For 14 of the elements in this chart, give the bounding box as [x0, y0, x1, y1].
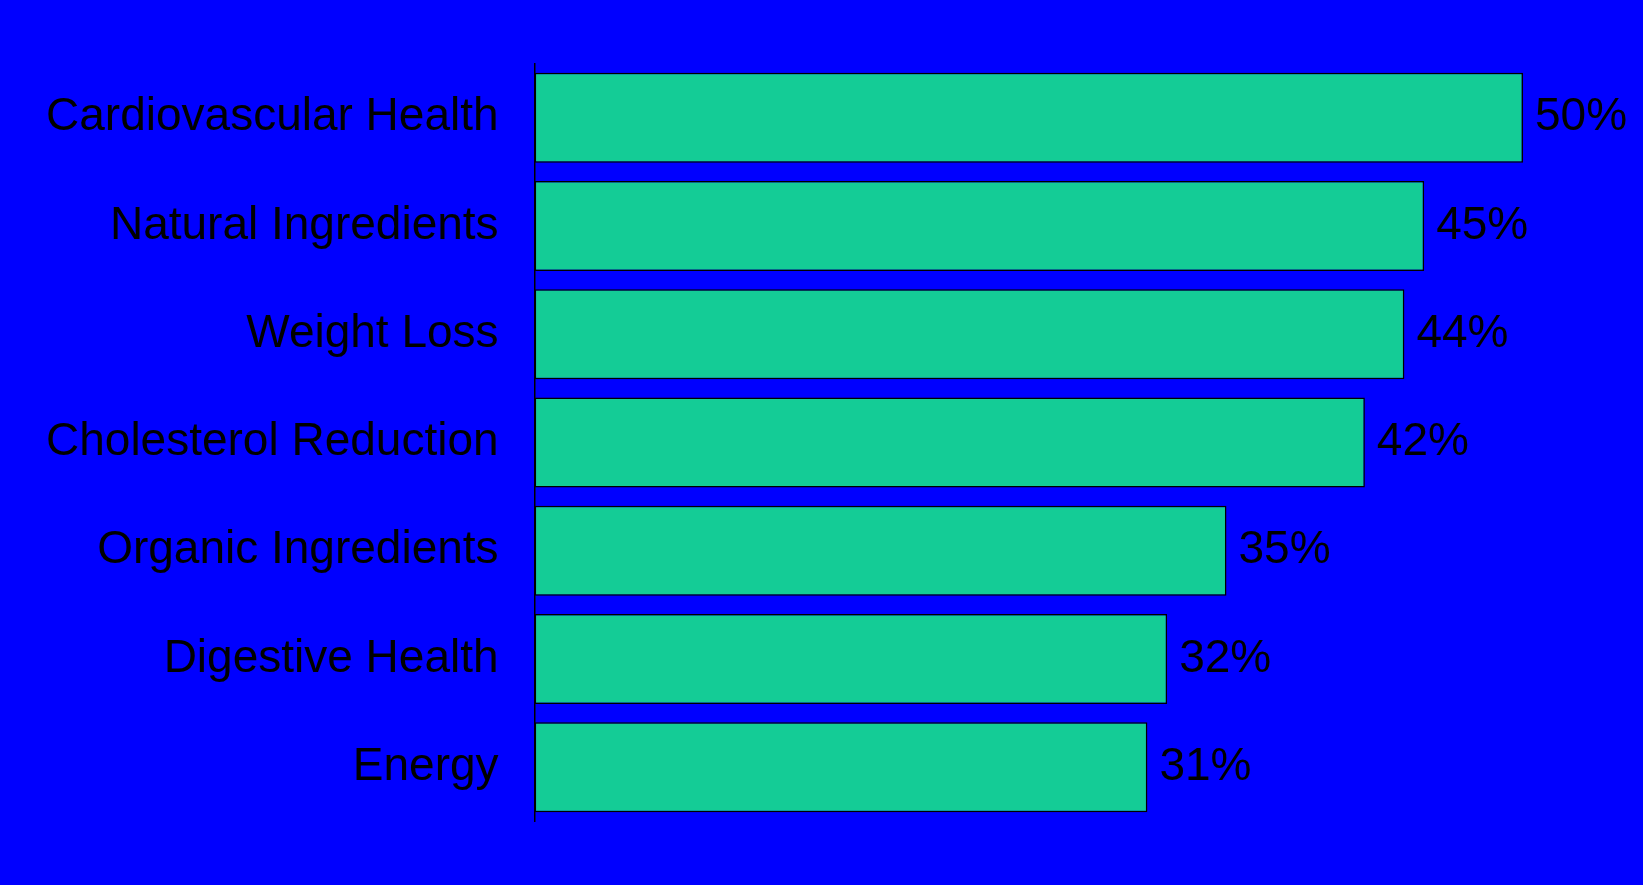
data-label: 45%: [1436, 196, 1529, 249]
data-label: 31%: [1159, 737, 1252, 790]
data-label: 50%: [1535, 88, 1628, 141]
data-label: 32%: [1179, 629, 1272, 682]
data-label: 35%: [1238, 521, 1331, 574]
data-label: 44%: [1416, 304, 1509, 357]
y-tick-label: Weight Loss: [246, 304, 499, 357]
y-tick-label: Digestive Health: [163, 629, 499, 682]
y-tick-label: Natural Ingredients: [109, 196, 499, 249]
data-label: 42%: [1376, 413, 1469, 466]
y-tick-label: Energy: [352, 737, 499, 790]
y-tick-label: Organic Ingredients: [97, 521, 499, 574]
y-tick-label: Cholesterol Reduction: [45, 413, 499, 466]
y-tick-label: Cardiovascular Health: [46, 88, 499, 141]
